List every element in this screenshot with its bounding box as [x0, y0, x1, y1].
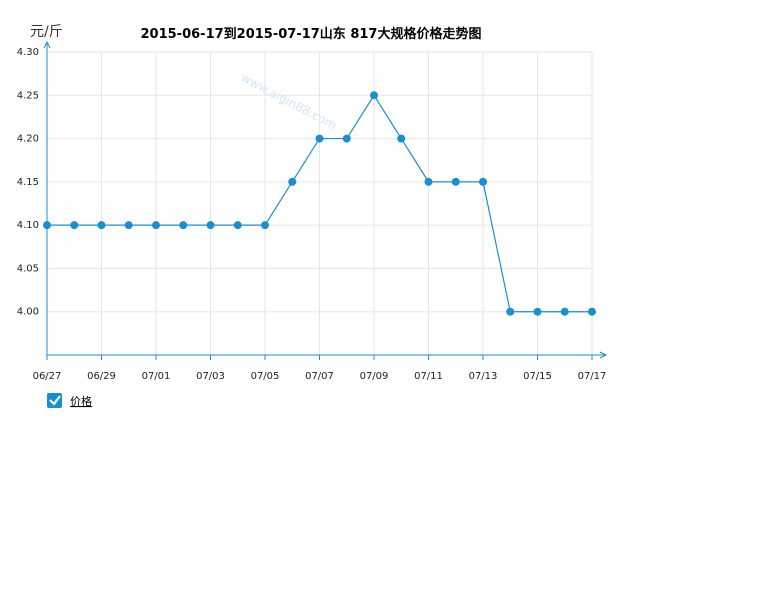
- data-point[interactable]: [397, 134, 406, 143]
- y-axis-arrow-icon: [43, 40, 51, 49]
- data-point[interactable]: [97, 221, 106, 230]
- y-tick-labels: 4.00 4.05 4.10 4.15 4.20 4.25 4.30: [17, 47, 39, 318]
- data-point[interactable]: [370, 91, 378, 100]
- data-point[interactable]: [424, 177, 433, 186]
- data-point[interactable]: [588, 307, 596, 316]
- data-point[interactable]: [479, 177, 487, 186]
- x-tick-label: 07/09: [360, 371, 389, 382]
- legend-checkbox[interactable]: [47, 393, 62, 408]
- data-point[interactable]: [124, 221, 133, 230]
- legend-label-price[interactable]: 价格: [70, 394, 92, 408]
- series-layer: [43, 91, 596, 316]
- x-tick-label: 07/03: [196, 371, 225, 382]
- data-point[interactable]: [342, 134, 351, 143]
- x-tick-labels: 06/27 06/29 07/01 07/03 07/05 07/07 07/09 07/11…: [33, 371, 607, 382]
- chart-title: 2015-06-17到2015-07-17山东 817大规格价格走势图: [141, 26, 482, 42]
- data-point[interactable]: [451, 177, 460, 186]
- checkmark-icon: [49, 395, 61, 406]
- data-point[interactable]: [43, 221, 51, 230]
- x-tick-label: 06/29: [87, 371, 116, 382]
- data-point[interactable]: [560, 307, 569, 316]
- x-tick-label: 07/01: [142, 371, 171, 382]
- data-point[interactable]: [179, 221, 188, 230]
- x-tick-label: 07/13: [469, 371, 498, 382]
- y-tick-label: 4.30: [17, 47, 39, 58]
- axes: [43, 40, 608, 360]
- x-tick-label: 07/17: [578, 371, 607, 382]
- y-tick-label: 4.10: [17, 220, 39, 231]
- x-tick-label: 06/27: [33, 371, 62, 382]
- data-point[interactable]: [70, 221, 79, 230]
- data-point[interactable]: [261, 221, 269, 230]
- svg-text:www.aigin88.com: www.aigin88.com: [239, 70, 339, 132]
- y-tick-label: 4.20: [17, 134, 39, 145]
- y-tick-label: 4.15: [17, 177, 39, 188]
- data-point[interactable]: [533, 307, 542, 316]
- x-tick-label: 07/05: [251, 371, 280, 382]
- y-tick-label: 4.25: [17, 90, 39, 101]
- x-tick-label: 07/07: [305, 371, 334, 382]
- data-point[interactable]: [315, 134, 324, 143]
- watermark-logo: www.aigin88.com: [239, 70, 339, 132]
- data-point[interactable]: [288, 177, 297, 186]
- x-tick-label: 07/11: [414, 371, 443, 382]
- legend[interactable]: 价格: [47, 393, 92, 408]
- y-tick-label: 4.05: [17, 263, 39, 274]
- x-axis-arrow-icon: [599, 351, 608, 359]
- data-point[interactable]: [233, 221, 242, 230]
- y-axis-unit-label: 元/斤: [30, 24, 63, 40]
- data-point[interactable]: [152, 221, 160, 230]
- x-tick-label: 07/15: [523, 371, 552, 382]
- data-point[interactable]: [506, 307, 515, 316]
- y-tick-label: 4.00: [17, 307, 39, 318]
- data-point[interactable]: [206, 221, 215, 230]
